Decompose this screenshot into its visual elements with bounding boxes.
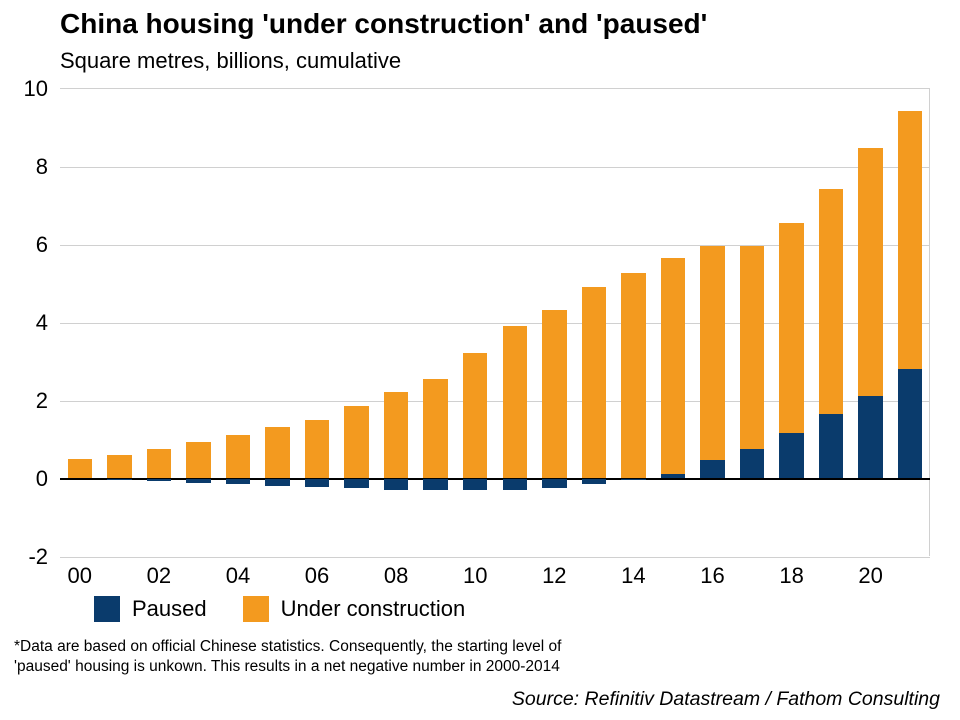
bar-under-construction: [819, 189, 844, 413]
bar-under-construction: [384, 392, 409, 478]
chart-subtitle: Square metres, billions, cumulative: [60, 48, 401, 74]
bar-under-construction: [147, 449, 172, 478]
bar-under-construction: [503, 326, 528, 478]
y-tick-label: -2: [0, 544, 48, 570]
bar-paused: [542, 479, 567, 488]
bar-paused: [661, 474, 686, 478]
y-tick-label: 8: [0, 154, 48, 180]
bar-paused: [423, 479, 448, 490]
bar-under-construction: [740, 246, 765, 449]
bar-paused: [226, 479, 251, 484]
bar-under-construction: [542, 310, 567, 478]
bar-paused: [305, 479, 330, 487]
bar-under-construction: [779, 223, 804, 434]
bar-under-construction: [186, 442, 211, 478]
bar-under-construction: [858, 148, 883, 396]
bar-under-construction: [898, 111, 923, 368]
x-tick-label: 02: [147, 563, 171, 589]
x-tick-label: 18: [779, 563, 803, 589]
bar-paused: [819, 414, 844, 478]
footnote-line-2: 'paused' housing is unkown. This results…: [14, 658, 560, 676]
bar-paused: [858, 396, 883, 478]
x-tick-label: 10: [463, 563, 487, 589]
x-tick-label: 14: [621, 563, 645, 589]
bar-paused: [344, 479, 369, 488]
bar-under-construction: [305, 420, 330, 479]
x-tick-label: 20: [858, 563, 882, 589]
bar-paused: [700, 460, 725, 478]
bar-under-construction: [582, 287, 607, 478]
bar-paused: [186, 479, 211, 483]
bar-paused: [621, 479, 646, 480]
footnote-line-1: *Data are based on official Chinese stat…: [14, 638, 561, 656]
bar-paused: [898, 369, 923, 478]
x-tick-label: 06: [305, 563, 329, 589]
bar-paused: [384, 479, 409, 490]
bar-paused: [740, 449, 765, 478]
bar-under-construction: [700, 246, 725, 461]
y-tick-label: 6: [0, 232, 48, 258]
x-tick-label: 16: [700, 563, 724, 589]
bar-under-construction: [423, 379, 448, 478]
y-tick-label: 2: [0, 388, 48, 414]
legend-label: Paused: [132, 596, 207, 622]
chart-container: China housing 'under construction' and '…: [0, 0, 960, 720]
bar-paused: [463, 479, 488, 490]
bar-under-construction: [344, 406, 369, 478]
bar-under-construction: [107, 455, 132, 478]
x-tick-label: 04: [226, 563, 250, 589]
bar-under-construction: [621, 273, 646, 478]
chart-title: China housing 'under construction' and '…: [60, 8, 707, 40]
gridline: [60, 557, 930, 558]
legend-item: Paused: [94, 596, 207, 622]
plot-area: -202468100002040608101214161820: [60, 88, 930, 556]
bar-paused: [147, 479, 172, 481]
y-tick-label: 10: [0, 76, 48, 102]
gridline: [60, 167, 930, 168]
x-tick-label: 08: [384, 563, 408, 589]
source-attribution: Source: Refinitiv Datastream / Fathom Co…: [512, 688, 940, 711]
bar-paused: [265, 479, 290, 486]
bar-under-construction: [265, 427, 290, 478]
bar-under-construction: [68, 459, 93, 479]
legend-label: Under construction: [281, 596, 466, 622]
legend: Paused Under construction: [94, 596, 465, 622]
bar-under-construction: [463, 353, 488, 478]
legend-item: Under construction: [243, 596, 466, 622]
y-tick-label: 4: [0, 310, 48, 336]
bar-paused: [779, 433, 804, 478]
x-tick-label: 12: [542, 563, 566, 589]
bar-paused: [582, 479, 607, 484]
legend-swatch: [94, 596, 120, 622]
legend-swatch: [243, 596, 269, 622]
y-tick-label: 0: [0, 466, 48, 492]
x-tick-label: 00: [68, 563, 92, 589]
bar-under-construction: [661, 258, 686, 474]
bar-paused: [503, 479, 528, 490]
bar-under-construction: [226, 435, 251, 478]
